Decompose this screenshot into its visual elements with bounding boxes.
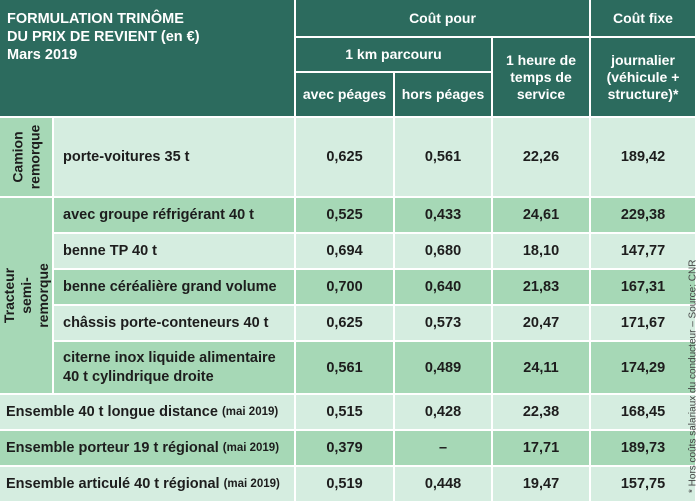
row-label-line-2: 40 t cylindrique droite — [63, 368, 214, 385]
title-line-3: Mars 2019 — [7, 47, 78, 63]
row-label: Ensemble 40 t longue distance (mai 2019) — [0, 395, 294, 429]
cell-avec-peages: 0,561 — [296, 342, 393, 393]
title-line-2: DU PRIX DE REVIENT (en €) — [7, 29, 200, 45]
cell-hors-peages: 0,489 — [395, 342, 491, 393]
cell-avec-peages: 0,700 — [296, 270, 393, 304]
cell-heure: 24,11 — [493, 342, 589, 393]
row-label: Ensemble articulé 40 t régional (mai 201… — [0, 467, 294, 501]
cell-avec-peages: 0,519 — [296, 467, 393, 501]
cell-journalier: 189,73 — [591, 431, 695, 465]
cell-avec-peages: 0,515 — [296, 395, 393, 429]
row-label: porte-voitures 35 t — [54, 118, 294, 196]
header-journalier: journalier (véhicule + structure)* — [591, 38, 695, 116]
cell-journalier: 174,29 — [591, 342, 695, 393]
cell-hors-peages: 0,448 — [395, 467, 491, 501]
header-cout-fixe: Coût fixe — [591, 0, 695, 36]
header-avec-peages: avec péages — [296, 73, 393, 116]
row-label-suffix: (mai 2019) — [222, 441, 280, 454]
row-label-suffix: (mai 2019) — [221, 405, 279, 418]
cell-journalier: 168,45 — [591, 395, 695, 429]
cell-heure: 18,10 — [493, 234, 589, 268]
row-label-main: Ensemble porteur 19 t régional — [6, 439, 219, 456]
row-label: benne céréalière grand volume — [54, 270, 294, 304]
row-label-box: citerne inox liquide alimentaire 40 t cy… — [63, 349, 276, 387]
header-journalier-text: journalier (véhicule + structure)* — [606, 51, 680, 102]
cell-heure: 22,38 — [493, 395, 589, 429]
cell-avec-peages: 0,625 — [296, 306, 393, 340]
cell-hors-peages: 0,561 — [395, 118, 491, 196]
cell-hors-peages: 0,640 — [395, 270, 491, 304]
row-label: châssis porte-conteneurs 40 t — [54, 306, 294, 340]
row-label-main: Ensemble articulé 40 t régional — [6, 475, 220, 492]
cell-hors-peages: 0,573 — [395, 306, 491, 340]
side-note-column: * Hors coûts salariaux du conducteur – S… — [686, 0, 700, 501]
row-label: Ensemble porteur 19 t régional (mai 2019… — [0, 431, 294, 465]
cell-avec-peages: 0,379 — [296, 431, 393, 465]
cell-hors-peages: 0,433 — [395, 198, 491, 232]
cell-journalier: 167,31 — [591, 270, 695, 304]
header-heure: 1 heure de temps de service — [493, 38, 589, 116]
row-label-main: Ensemble 40 t longue distance — [6, 403, 218, 420]
group-tracteur-label: Tracteur semi-remorque — [0, 263, 51, 328]
group-camion-label: Camion remorque — [9, 124, 43, 190]
cell-avec-peages: 0,625 — [296, 118, 393, 196]
cell-heure: 20,47 — [493, 306, 589, 340]
cell-journalier: 189,42 — [591, 118, 695, 196]
header-cout-pour: Coût pour — [296, 0, 589, 36]
cell-journalier: 229,38 — [591, 198, 695, 232]
row-label-suffix: (mai 2019) — [223, 477, 280, 490]
table-title: FORMULATION TRINÔME DU PRIX DE REVIENT (… — [0, 0, 294, 116]
cell-journalier: 147,77 — [591, 234, 695, 268]
row-label: avec groupe réfrigérant 40 t — [54, 198, 294, 232]
header-hors-peages: hors péages — [395, 73, 491, 116]
cell-hors-peages: 0,680 — [395, 234, 491, 268]
group-camion-remorque: Camion remorque — [0, 118, 52, 196]
row-label: citerne inox liquide alimentaire 40 t cy… — [54, 342, 294, 393]
cell-hors-peages: 0,428 — [395, 395, 491, 429]
side-note: * Hors coûts salariaux du conducteur – S… — [687, 259, 699, 493]
group-tracteur-semi-remorque: Tracteur semi-remorque — [0, 198, 52, 393]
row-label: benne TP 40 t — [54, 234, 294, 268]
row-label-line-1: citerne inox liquide alimentaire — [63, 349, 276, 366]
cell-heure: 22,26 — [493, 118, 589, 196]
cell-heure: 24,61 — [493, 198, 589, 232]
title-line-1: FORMULATION TRINÔME — [7, 11, 184, 27]
cell-heure: 21,83 — [493, 270, 589, 304]
header-heure-text: 1 heure de temps de service — [505, 51, 577, 102]
cell-journalier: 157,75 — [591, 467, 695, 501]
cell-hors-peages: – — [395, 431, 491, 465]
cell-heure: 19,47 — [493, 467, 589, 501]
cell-avec-peages: 0,694 — [296, 234, 393, 268]
header-km: 1 km parcouru — [296, 38, 491, 71]
cell-heure: 17,71 — [493, 431, 589, 465]
cell-avec-peages: 0,525 — [296, 198, 393, 232]
cell-journalier: 171,67 — [591, 306, 695, 340]
